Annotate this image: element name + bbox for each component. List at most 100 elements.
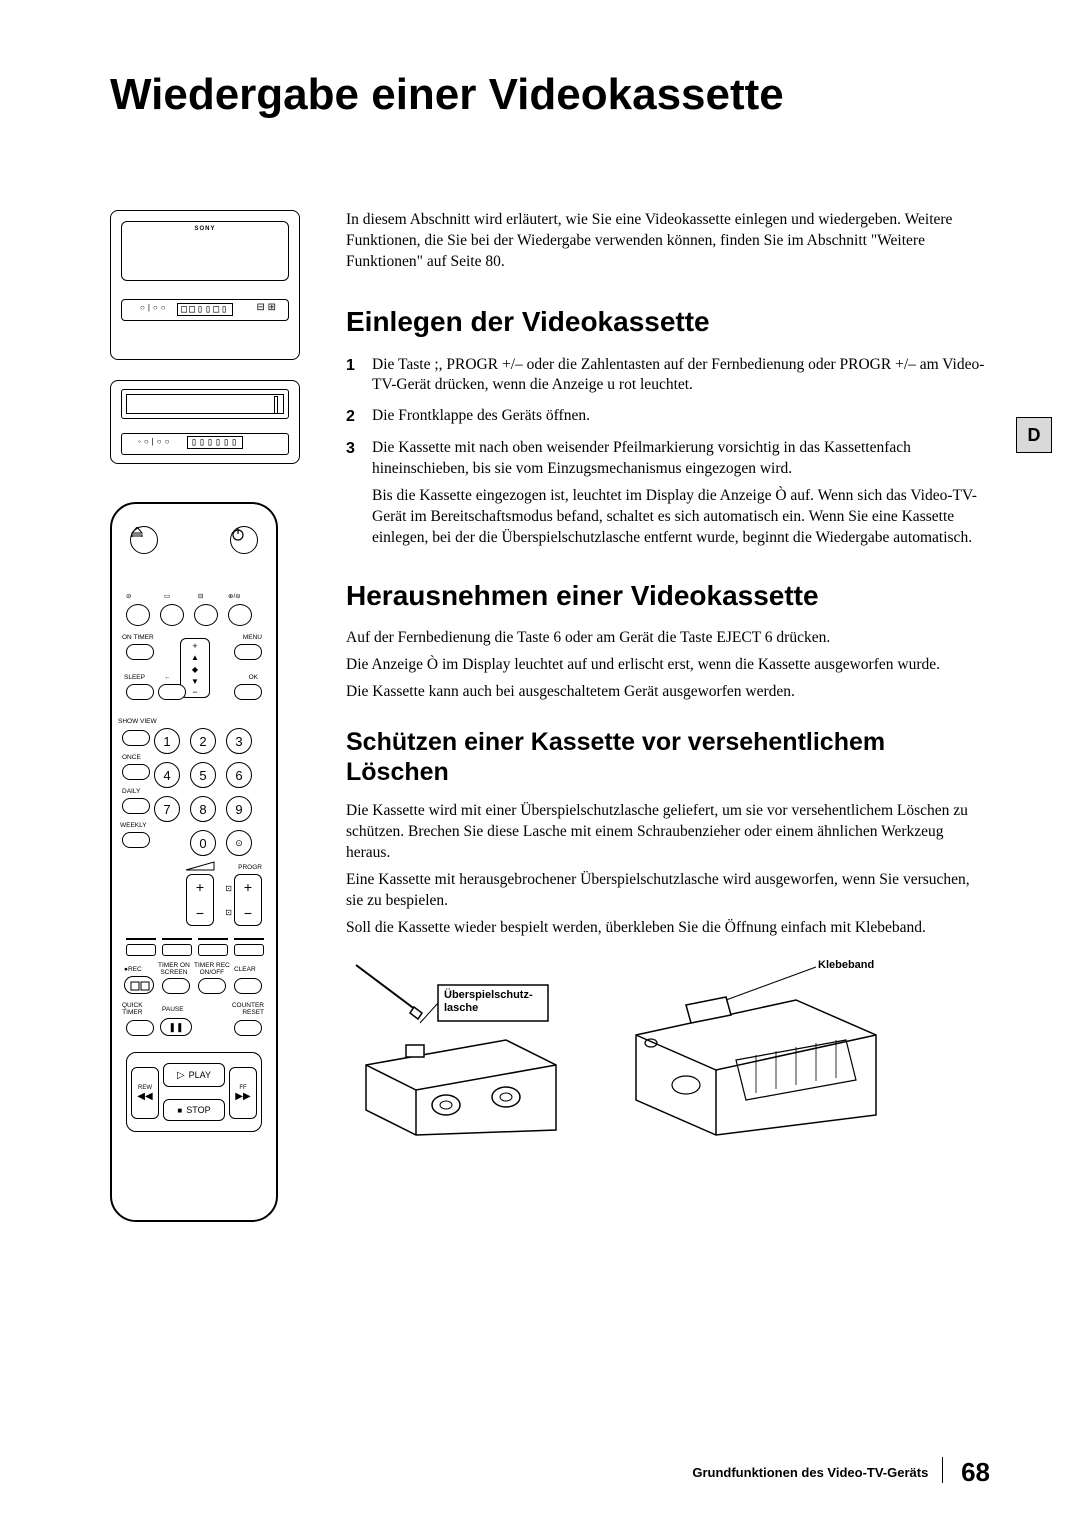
display-button: [194, 604, 218, 626]
tv-icon: ▭: [164, 592, 170, 600]
weekly-button: [122, 832, 150, 848]
step-body: Die Taste ;, PROGR +/– oder die Zahlenta…: [372, 355, 990, 397]
tv-icons: ⊟ ⊞: [256, 302, 276, 313]
num-enter: ⊙: [226, 830, 252, 856]
transport-controls: REW ◀◀ ▷PLAY ■STOP FF ▶▶: [126, 1052, 262, 1132]
remove-p3: Die Kassette kann auch bei ausgeschaltet…: [346, 682, 990, 703]
figure-tape: Klebeband: [616, 955, 896, 1152]
mute-icon: ⊘: [126, 592, 131, 600]
illustration-column: SONY ○|○○ □□▯▯□▯ ⊟ ⊞ ◦○|○○ ▯▯▯▯▯▯: [110, 210, 310, 1222]
daily-button: [122, 798, 150, 814]
tv-display: □□▯▯□▯: [177, 303, 233, 316]
rec-label: ●REC: [124, 966, 142, 973]
clear-label: CLEAR: [234, 966, 256, 973]
counter-reset-label: COUNTER RESET: [232, 1002, 264, 1016]
remote-illustration: ⊘ ▭ ⊟ ⊕/⊖ ON TIMER MENU + ▲ ◆ ▼ − SLEEP …: [110, 502, 278, 1222]
rec-button: [124, 976, 154, 994]
counter-reset-button: [234, 1020, 262, 1036]
protect-p2: Eine Kassette mit herausgebrochener Über…: [346, 870, 990, 912]
color-button-3: [198, 944, 228, 956]
on-timer-button: [126, 644, 154, 660]
clear-button: [234, 978, 262, 994]
step-body: Die Kassette mit nach oben weisender Pfe…: [372, 438, 990, 549]
vcr-control-strip: ◦○|○○ ▯▯▯▯▯▯: [121, 433, 289, 455]
main-layout: SONY ○|○○ □□▯▯□▯ ⊟ ⊞ ◦○|○○ ▯▯▯▯▯▯: [110, 210, 990, 1222]
step-2: 2 Die Frontklappe des Geräts öffnen.: [346, 406, 990, 428]
color-button-2: [162, 944, 192, 956]
protect-p3: Soll die Kassette wieder bespielt werden…: [346, 918, 990, 939]
volume-rocker: + −: [186, 874, 214, 926]
show-view-label: SHOW VIEW: [118, 718, 157, 725]
once-button: [122, 764, 150, 780]
pause-button: ❚❚: [160, 1018, 192, 1036]
timer-rec-button: [198, 978, 226, 994]
weekly-label: WEEKLY: [120, 822, 147, 829]
num-5: 5: [190, 762, 216, 788]
sleep-button: [126, 684, 154, 700]
menu-label: MENU: [243, 634, 262, 641]
fig2-label: Klebeband: [818, 959, 874, 972]
color-button-1: [126, 944, 156, 956]
numeric-keypad: 1 2 3 4 5 6 7 8 9 0 ⊙: [154, 728, 256, 860]
mute-button: [126, 604, 150, 626]
screen-icon: ⊟: [198, 592, 203, 600]
heading-protect: Schützen einer Kassette vor versehentlic…: [346, 727, 990, 787]
input-icon: ⊕/⊖: [228, 592, 241, 600]
num-6: 6: [226, 762, 252, 788]
once-label: ONCE: [122, 754, 141, 761]
rew-button: REW ◀◀: [131, 1067, 159, 1119]
timer-rec-label: TIMER REC ON/OFF: [194, 962, 230, 976]
tv-screen: SONY: [121, 221, 289, 281]
quick-timer-button: [126, 1020, 154, 1036]
quick-timer-label: QUICK TIMER: [122, 1002, 143, 1016]
tv-control-strip: ○|○○ □□▯▯□▯ ⊟ ⊞: [121, 299, 289, 321]
heading-remove: Herausnehmen einer Videokassette: [346, 577, 990, 615]
tv-brand: SONY: [194, 226, 215, 232]
timer-screen-label: TIMER ON SCREEN: [158, 962, 190, 976]
page-number: 68: [961, 1457, 990, 1487]
step-number: 2: [346, 406, 362, 428]
num-7: 7: [154, 796, 180, 822]
stop-button: ■STOP: [163, 1099, 225, 1121]
ok-label: OK: [249, 674, 258, 681]
color-button-4: [234, 944, 264, 956]
step-1: 1 Die Taste ;, PROGR +/– oder die Zahlen…: [346, 355, 990, 397]
num-8: 8: [190, 796, 216, 822]
heading-insert: Einlegen der Videokassette: [346, 303, 990, 341]
vcr-display: ▯▯▯▯▯▯: [187, 436, 243, 449]
section-tab: D: [1016, 417, 1052, 453]
ff-button: FF ▶▶: [229, 1067, 257, 1119]
step-3: 3 Die Kassette mit nach oben weisender P…: [346, 438, 990, 549]
tv-button: [160, 604, 184, 626]
num-1: 1: [154, 728, 180, 754]
pause-label: PAUSE: [162, 1006, 184, 1013]
tv-indicators: ○|○○: [140, 303, 169, 312]
content-column: In diesem Abschnitt wird erläutert, wie …: [346, 210, 990, 1222]
progr-rocker: + −: [234, 874, 262, 926]
tv-device-illustration: SONY ○|○○ □□▯▯□▯ ⊟ ⊞: [110, 210, 300, 360]
num-9: 9: [226, 796, 252, 822]
remove-p1: Auf der Fernbedienung die Taste 6 oder a…: [346, 628, 990, 649]
on-timer-label: ON TIMER: [122, 634, 154, 641]
timer-screen-button: [162, 978, 190, 994]
daily-label: DAILY: [122, 788, 140, 795]
protect-p1: Die Kassette wird mit einer Überspielsch…: [346, 801, 990, 864]
intro-text: In diesem Abschnitt wird erläutert, wie …: [346, 210, 990, 273]
figure-tab: Überspielschutz- lasche: [346, 955, 576, 1152]
progr-label: PROGR: [238, 864, 262, 871]
vcr-slot: [121, 389, 289, 419]
show-view-button: [122, 730, 150, 746]
page-title: Wiedergabe einer Videokassette: [110, 70, 990, 120]
remove-p2: Die Anzeige Ò im Display leuchtet auf un…: [346, 655, 990, 676]
fig1-label: Überspielschutz- lasche: [444, 989, 533, 1015]
vcr-device-illustration: ◦○|○○ ▯▯▯▯▯▯: [110, 380, 300, 464]
play-button: ▷PLAY: [163, 1063, 225, 1087]
page-footer: Grundfunktionen des Video-TV-Geräts 68: [692, 1457, 990, 1488]
volume-arrow-icon: [184, 860, 216, 872]
eject-button: [130, 526, 158, 554]
vcr-indicators: ◦○|○○: [138, 437, 172, 446]
ok-button: [234, 684, 262, 700]
footer-section: Grundfunktionen des Video-TV-Geräts: [692, 1465, 928, 1480]
num-4: 4: [154, 762, 180, 788]
power-button: [230, 526, 258, 554]
